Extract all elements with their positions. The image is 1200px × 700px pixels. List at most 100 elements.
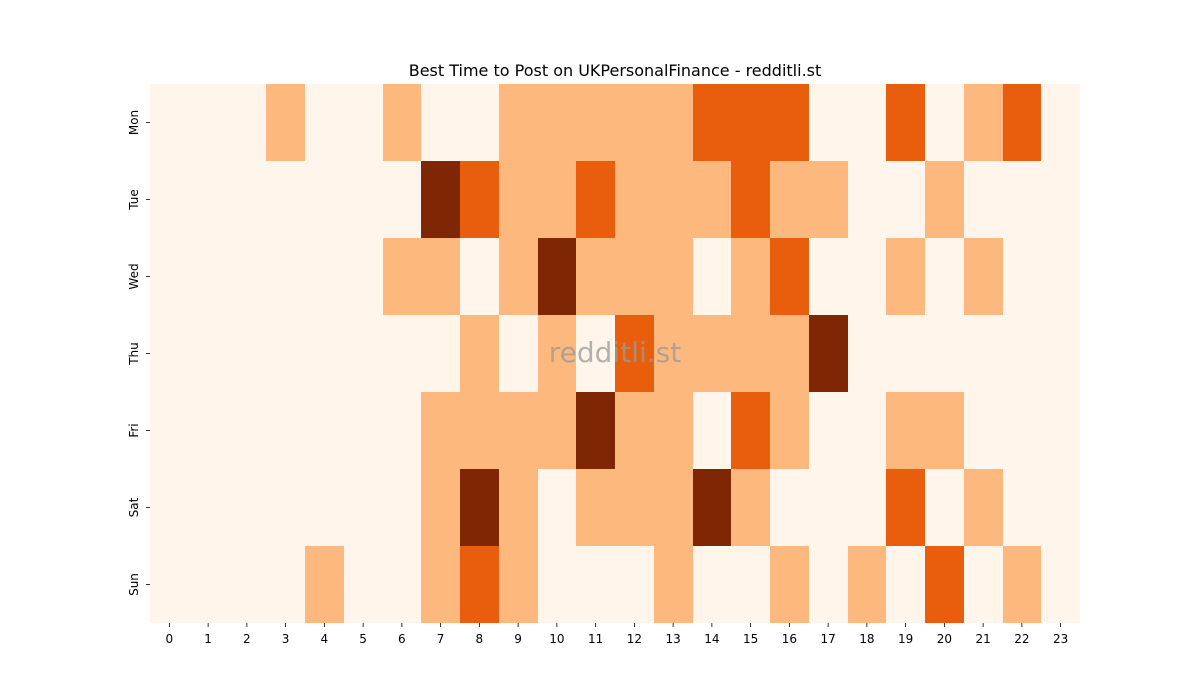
heatmap-cell-sat-11 [576,469,615,546]
heatmap-cell-fri-11 [576,392,615,469]
heatmap-cell-mon-11 [576,84,615,161]
heatmap-cell-sun-2 [228,546,266,623]
heatmap-cell-thu-19 [886,315,925,392]
heatmap-cell-sat-7 [421,469,460,546]
heatmap-cell-sun-17 [809,546,848,623]
heatmap-cell-thu-15 [731,315,770,392]
heatmap-cell-tue-12 [615,161,654,238]
heatmap-cell-sat-6 [383,469,421,546]
heatmap-cell-sun-18 [848,546,886,623]
heatmap-cell-sat-0 [150,469,189,546]
heatmap-cell-wed-20 [925,238,964,315]
heatmap-cell-thu-5 [344,315,383,392]
heatmap-cell-mon-18 [848,84,886,161]
heatmap-cell-sat-13 [654,469,693,546]
x-tick-label: 1 [204,632,212,646]
heatmap-cell-wed-7 [421,238,460,315]
y-tick-label: Sun [127,573,141,596]
heatmap-cell-sat-15 [731,469,770,546]
heatmap-cell-mon-8 [460,84,499,161]
heatmap-cell-tue-18 [848,161,886,238]
heatmap-cell-sun-19 [886,546,925,623]
heatmap-cell-sun-13 [654,546,693,623]
heatmap-cell-wed-2 [228,238,266,315]
heatmap-cell-sat-4 [305,469,344,546]
heatmap-cell-mon-14 [693,84,731,161]
heatmap-cell-tue-23 [1041,161,1080,238]
heatmap-cell-wed-11 [576,238,615,315]
heatmap-cell-tue-20 [925,161,964,238]
heatmap-cell-fri-1 [189,392,228,469]
heatmap-cell-tue-9 [499,161,538,238]
heatmap-cell-sun-15 [731,546,770,623]
heatmap-cell-fri-5 [344,392,383,469]
heatmap-cell-wed-19 [886,238,925,315]
heatmap-cell-wed-5 [344,238,383,315]
heatmap-cell-mon-1 [189,84,228,161]
x-tick-label: 15 [743,632,758,646]
heatmap-cell-tue-4 [305,161,344,238]
heatmap-cell-mon-12 [615,84,654,161]
heatmap-cell-fri-15 [731,392,770,469]
heatmap-cell-fri-19 [886,392,925,469]
heatmap-cell-wed-1 [189,238,228,315]
heatmap-cell-thu-22 [1003,315,1041,392]
x-tick-label: 23 [1053,632,1068,646]
heatmap-cell-fri-10 [538,392,576,469]
heatmap-cell-fri-2 [228,392,266,469]
heatmap-cell-fri-7 [421,392,460,469]
heatmap-cell-sat-12 [615,469,654,546]
chart-title: Best Time to Post on UKPersonalFinance -… [409,61,822,80]
heatmap-cell-tue-3 [266,161,305,238]
heatmap-cell-fri-14 [693,392,731,469]
heatmap-cell-sun-23 [1041,546,1080,623]
x-tick-label: 20 [937,632,952,646]
heatmap-cell-mon-7 [421,84,460,161]
heatmap-cell-sat-8 [460,469,499,546]
watermark: redditli.st [549,336,681,369]
heatmap-cell-mon-17 [809,84,848,161]
heatmap-cell-thu-11 [576,315,615,392]
heatmap-cell-tue-19 [886,161,925,238]
heatmap-cell-sat-5 [344,469,383,546]
heatmap-cell-thu-0 [150,315,189,392]
heatmap-cell-sun-20 [925,546,964,623]
heatmap-cell-tue-22 [1003,161,1041,238]
heatmap-cell-sun-11 [576,546,615,623]
x-tick-label: 4 [321,632,329,646]
heatmap-cell-wed-18 [848,238,886,315]
heatmap-cell-wed-15 [731,238,770,315]
heatmap-cell-tue-7 [421,161,460,238]
heatmap-cell-thu-1 [189,315,228,392]
heatmap-cell-wed-14 [693,238,731,315]
heatmap-cell-thu-21 [964,315,1003,392]
heatmap-cell-wed-16 [770,238,809,315]
heatmap-cell-fri-9 [499,392,538,469]
x-tick-label: 22 [1014,632,1029,646]
x-tick-label: 14 [704,632,719,646]
heatmap-cell-fri-17 [809,392,848,469]
x-tick-label: 9 [514,632,522,646]
heatmap-cell-fri-22 [1003,392,1041,469]
heatmap-cell-sat-20 [925,469,964,546]
x-tick-label: 0 [166,632,174,646]
heatmap-cell-tue-1 [189,161,228,238]
heatmap-cell-sun-22 [1003,546,1041,623]
heatmap-cell-fri-3 [266,392,305,469]
heatmap-cell-fri-0 [150,392,189,469]
heatmap-cell-sun-12 [615,546,654,623]
heatmap-cell-mon-3 [266,84,305,161]
heatmap-cell-mon-21 [964,84,1003,161]
heatmap-cell-fri-8 [460,392,499,469]
x-tick-label: 7 [437,632,445,646]
heatmap-cell-sun-3 [266,546,305,623]
heatmap-cell-tue-16 [770,161,809,238]
heatmap-cell-mon-10 [538,84,576,161]
heatmap-cell-thu-3 [266,315,305,392]
heatmap-cell-sat-10 [538,469,576,546]
heatmap-cell-fri-6 [383,392,421,469]
heatmap-cell-mon-16 [770,84,809,161]
heatmap-cell-sun-1 [189,546,228,623]
heatmap-cell-wed-6 [383,238,421,315]
